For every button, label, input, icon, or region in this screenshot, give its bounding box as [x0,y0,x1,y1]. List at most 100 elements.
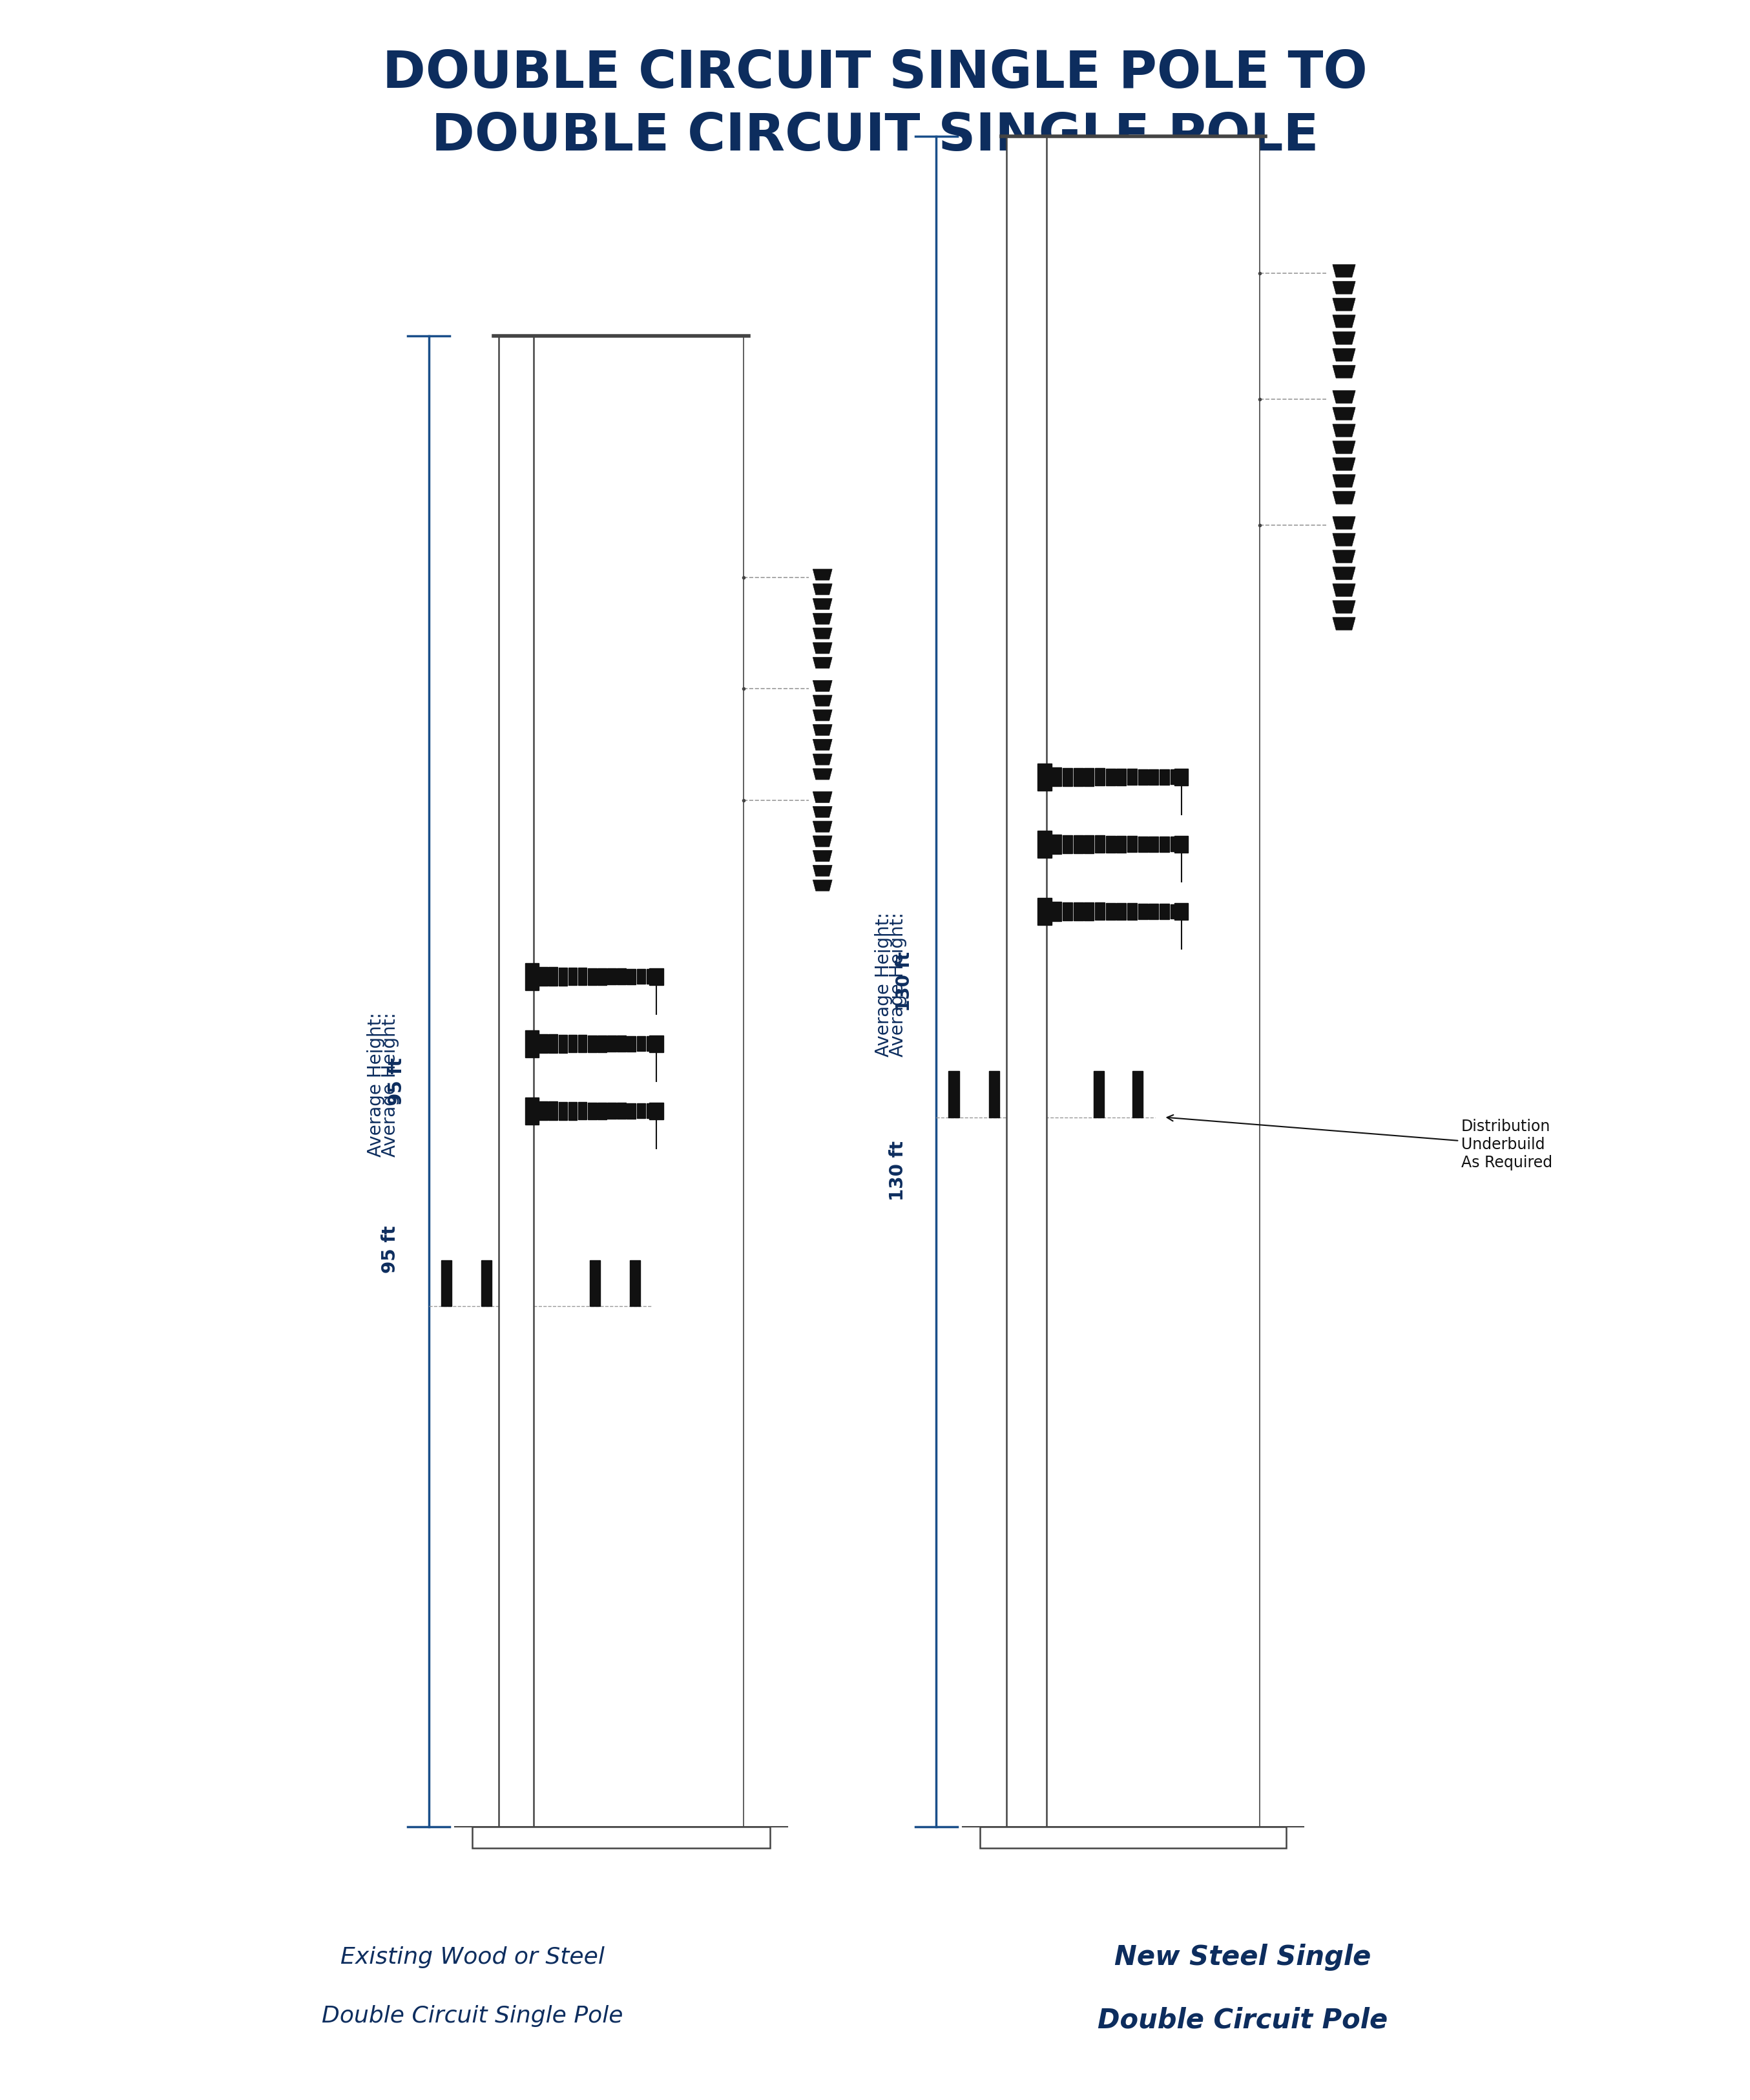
Text: DOUBLE CIRCUIT SINGLE POLE TO: DOUBLE CIRCUIT SINGLE POLE TO [383,48,1367,99]
Bar [1073,903,1083,920]
Polygon shape [812,724,833,735]
Bar [569,1035,578,1052]
Bar [646,1035,654,1052]
Polygon shape [1333,349,1354,361]
Bar [558,1103,567,1119]
Polygon shape [1333,458,1354,470]
Bar [618,1103,626,1119]
Bar [1116,903,1127,920]
Bar [1046,136,1260,1827]
Bar [1132,1071,1143,1117]
Bar [1106,836,1115,853]
Bar [1083,769,1094,785]
Bar [1096,769,1104,785]
Polygon shape [1333,315,1354,328]
Polygon shape [812,584,833,594]
Bar [1171,836,1180,853]
Bar [1083,836,1094,853]
Text: 130 ft: 130 ft [889,1140,906,1201]
Polygon shape [1333,265,1354,277]
Text: 130 ft: 130 ft [896,951,914,1012]
Bar [1171,769,1180,785]
Polygon shape [1333,332,1354,344]
Bar [1174,836,1188,853]
Bar [590,1260,600,1306]
Polygon shape [812,695,833,706]
Bar [550,1035,558,1052]
Polygon shape [1333,567,1354,580]
Bar [1148,836,1158,853]
Bar [607,968,616,985]
Polygon shape [1333,281,1354,294]
Bar [618,968,626,985]
Text: DOUBLE CIRCUIT SINGLE POLE: DOUBLE CIRCUIT SINGLE POLE [430,111,1320,162]
Bar [1052,903,1062,920]
Text: Double Circuit Single Pole: Double Circuit Single Pole [322,2006,623,2027]
Bar [1096,903,1104,920]
Polygon shape [812,569,833,580]
Text: Distribution
Underbuild
As Required: Distribution Underbuild As Required [1167,1115,1552,1170]
Bar [525,962,539,989]
Bar [558,1035,567,1052]
Bar [980,1827,1286,1848]
Bar [649,1103,663,1119]
Polygon shape [812,598,833,609]
Bar [499,336,534,1827]
Bar [1138,903,1148,920]
Bar [1127,903,1138,920]
Bar [598,1103,607,1119]
Polygon shape [1333,407,1354,420]
Bar [534,336,744,1827]
Bar [1062,836,1073,853]
Text: 95 ft: 95 ft [388,1058,406,1105]
Polygon shape [812,613,833,624]
Bar [588,1035,597,1052]
Bar [1138,769,1148,785]
Polygon shape [812,628,833,638]
Bar [649,968,663,985]
Bar [1171,903,1180,920]
Polygon shape [812,821,833,832]
Bar [558,968,567,985]
Bar [588,968,597,985]
Bar [1106,903,1115,920]
Polygon shape [1333,584,1354,596]
Bar [607,1035,616,1052]
Bar [1127,836,1138,853]
Polygon shape [812,710,833,720]
Polygon shape [812,806,833,817]
Bar [550,968,558,985]
Bar [1052,834,1062,853]
Bar [1148,903,1158,920]
Text: Average Height:: Average Height: [875,907,892,1056]
Bar [598,968,607,985]
Bar [1073,769,1083,785]
Bar [525,1031,539,1058]
Polygon shape [812,836,833,846]
Text: 95 ft: 95 ft [382,1226,399,1273]
Bar [473,1827,770,1848]
Text: New Steel Single: New Steel Single [1115,1945,1370,1970]
Bar [649,1035,663,1052]
Bar [1106,769,1115,785]
Bar [1116,836,1127,853]
Bar [569,1103,578,1119]
Bar [1094,1071,1104,1117]
Bar [1062,903,1073,920]
Bar [539,1100,548,1121]
Polygon shape [1333,550,1354,563]
Bar [637,1103,646,1119]
Bar [481,1260,492,1306]
Polygon shape [1333,491,1354,504]
Text: Average Height:: Average Height: [368,1006,385,1157]
Bar [539,966,548,985]
Bar [1127,769,1138,785]
Text: Average Height:: Average Height: [889,907,906,1056]
Bar [1006,136,1046,1827]
Bar [630,1260,640,1306]
Text: Existing Wood or Steel: Existing Wood or Steel [341,1947,604,1968]
Bar [550,1103,558,1119]
Bar [626,1103,635,1119]
Polygon shape [1333,475,1354,487]
Polygon shape [812,851,833,861]
